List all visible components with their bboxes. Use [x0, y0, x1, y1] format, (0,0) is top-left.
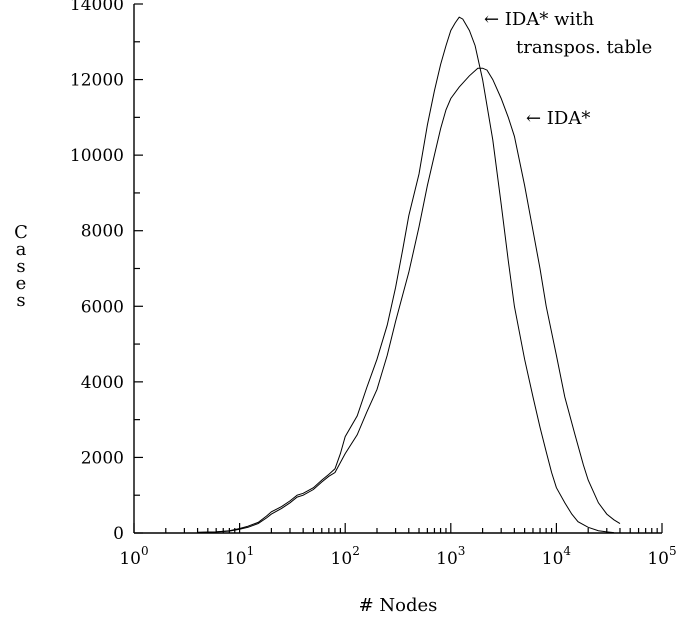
x-tick-label: 104 — [542, 544, 572, 569]
y-tick-label: 10000 — [70, 146, 124, 166]
x-tick-label: 103 — [436, 544, 465, 569]
y-axis-label-letter: e — [16, 273, 27, 294]
series-label-ida-transpos-line1: ← IDA* with — [484, 9, 594, 30]
annotations: ← IDA* with transpos. table ← IDA* — [484, 9, 652, 129]
axes — [133, 4, 662, 534]
x-tick-label: 105 — [647, 544, 676, 569]
ticks — [133, 3, 663, 534]
series-line-1 — [197, 67, 621, 534]
series-line-0 — [197, 16, 614, 534]
y-tick-label: 2000 — [81, 448, 124, 468]
y-axis-label-letter: s — [16, 290, 25, 311]
x-tick-label: 101 — [225, 544, 254, 569]
y-tick-label: 14000 — [70, 0, 124, 15]
y-axis-label-letter: C — [14, 222, 28, 243]
y-tick-label: 4000 — [81, 373, 124, 393]
series-label-ida-transpos-line2: transpos. table — [516, 37, 652, 58]
tick-labels: 0 2000 4000 6000 8000 10000 12000 14000 100 101 10… — [70, 0, 677, 569]
x-tick-label: 100 — [119, 544, 148, 569]
series-group — [197, 16, 621, 534]
y-tick-label: 6000 — [81, 297, 124, 317]
x-axis-label: # Nodes — [359, 595, 438, 616]
y-axis-label-letter: a — [16, 239, 27, 260]
y-tick-label: 0 — [113, 524, 124, 544]
y-tick-label: 12000 — [70, 71, 124, 91]
y-tick-label: 8000 — [81, 222, 124, 242]
x-tick-label: 102 — [331, 544, 360, 569]
y-axis-label-letter: s — [16, 256, 25, 277]
series-label-ida: ← IDA* — [526, 108, 590, 129]
